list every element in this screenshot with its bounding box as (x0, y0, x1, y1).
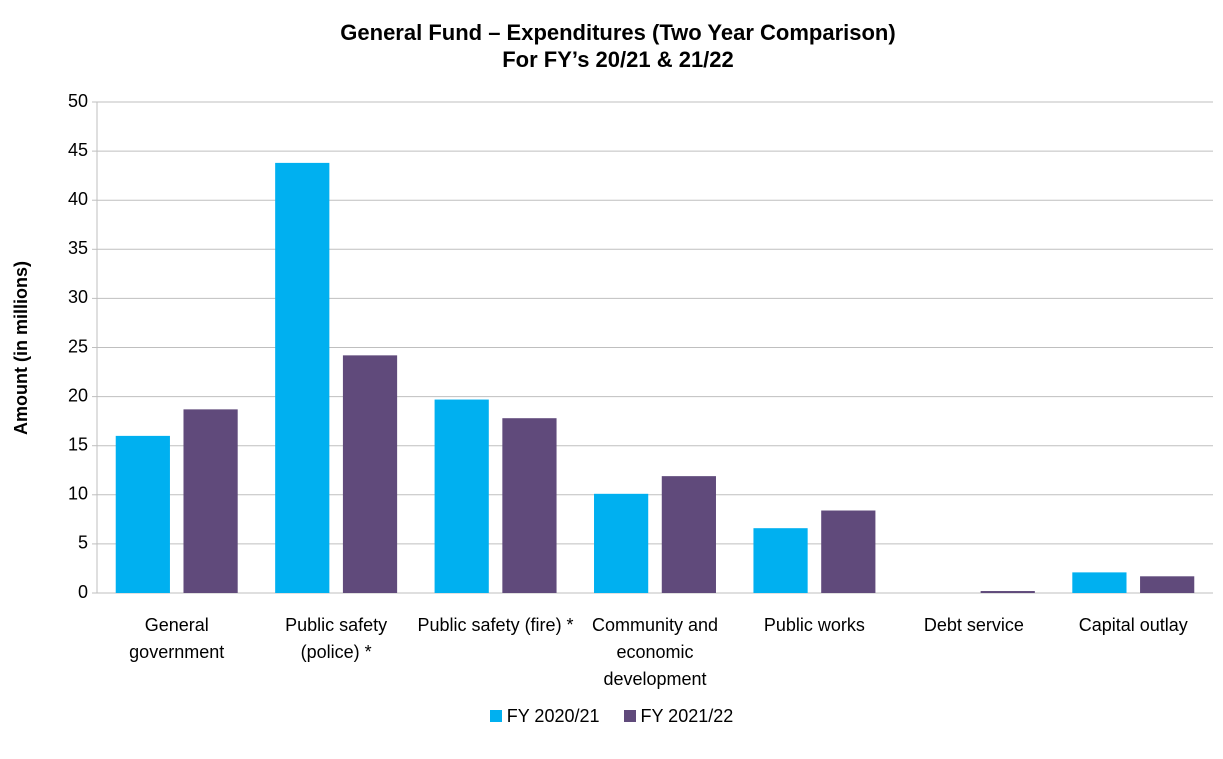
y-tick-label: 10 (68, 484, 88, 504)
legend: FY 2020/21 FY 2021/22 (0, 706, 1223, 727)
x-tick-label: Public works (763, 615, 865, 635)
y-tick-label: 45 (68, 140, 88, 160)
bar (502, 418, 557, 593)
y-tick-label: 20 (68, 385, 88, 405)
bar (753, 528, 808, 593)
legend-label: FY 2021/22 (640, 706, 734, 726)
y-tick-label: 15 (68, 434, 88, 454)
x-tick-label: Community and economic development (591, 615, 719, 689)
x-tick-label: General government (129, 615, 225, 662)
y-tick-label: 25 (68, 336, 88, 356)
y-axis-label: Amount (in millions) (11, 261, 31, 435)
x-tick-label: Debt service (923, 615, 1024, 635)
chart-subtitle: For FY’s 20/21 & 21/22 (502, 47, 734, 72)
y-tick-label: 30 (68, 287, 88, 307)
bar (275, 162, 330, 593)
bar (342, 355, 398, 593)
bar (183, 409, 238, 593)
y-tick-label: 40 (68, 189, 88, 209)
x-tick-label: Public safety (police) * (285, 615, 388, 662)
chart-title: General Fund – Expenditures (Two Year Co… (340, 20, 895, 45)
bar (115, 435, 170, 593)
legend-label: FY 2020/21 (506, 706, 600, 726)
y-tick-label: 0 (78, 582, 88, 602)
x-tick-label: Capital outlay (1078, 615, 1188, 635)
y-tick-label: 5 (78, 533, 88, 553)
bar (594, 493, 649, 593)
bar (661, 476, 716, 593)
y-tick-label: 35 (68, 238, 88, 258)
bar (980, 591, 1035, 593)
legend-swatch (489, 710, 502, 722)
bar (1140, 576, 1195, 593)
x-tick-label: Public safety (fire) * (417, 615, 574, 635)
legend-item: FY 2021/22 (623, 706, 734, 727)
y-tick-label: 50 (68, 91, 88, 111)
bar (434, 399, 489, 593)
bar (1072, 572, 1127, 593)
bar (821, 510, 876, 593)
legend-swatch (623, 710, 636, 722)
legend-item: FY 2020/21 (489, 706, 600, 727)
